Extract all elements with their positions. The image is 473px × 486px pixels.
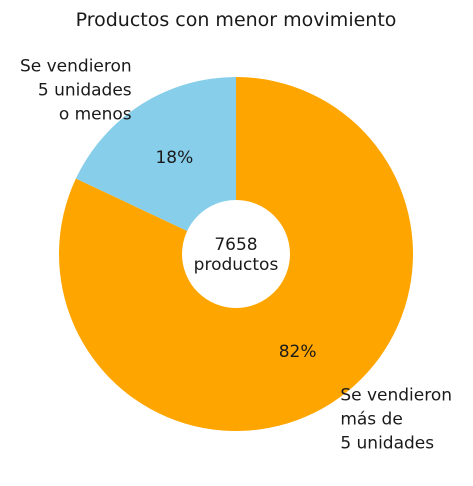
slice-1-label-line: o menos <box>59 105 132 125</box>
slice-2-label: Se vendieron más de 5 unidades <box>340 385 452 453</box>
chart-title: Productos con menor movimiento <box>76 9 397 31</box>
slice-1-percent: 18% <box>155 148 193 168</box>
slice-1 <box>75 77 236 254</box>
slice-1-label: Se vendieron 5 unidades o menos <box>20 57 132 125</box>
center-hole <box>182 200 290 308</box>
slice-2-label-line: más de <box>340 409 403 429</box>
slice-2-label-line: 5 unidades <box>340 433 434 453</box>
slice-1-label-line: Se vendieron <box>20 57 132 77</box>
slice-2-percent: 82% <box>279 342 317 362</box>
center-text-line: productos <box>194 255 279 275</box>
center-text-line: 7658 <box>214 235 257 255</box>
slice-1-label-line: 5 unidades <box>38 81 132 101</box>
slice-2-label-line: Se vendieron <box>340 385 452 405</box>
